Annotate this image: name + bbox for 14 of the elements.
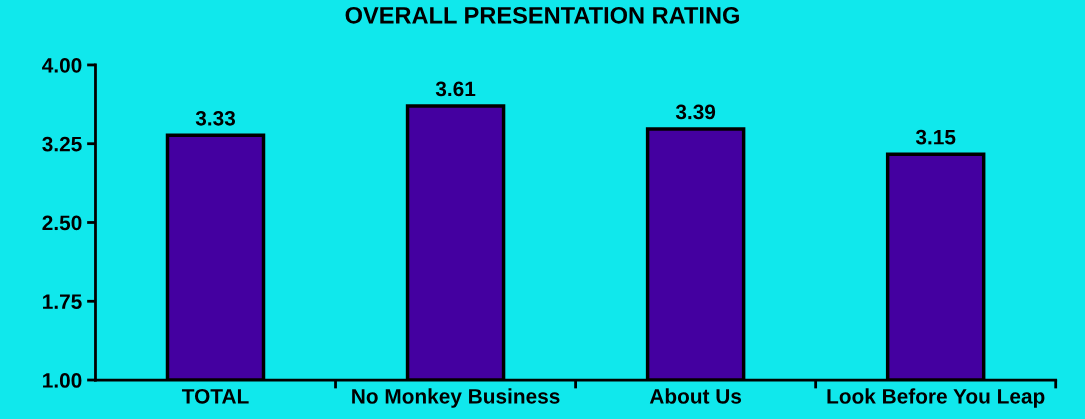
y-tick-label: 4.00 (42, 57, 82, 73)
chart-title: OVERALL PRESENTATION RATING (345, 6, 739, 24)
data-label: 3.33 (195, 110, 236, 126)
x-tick-label: About Us (649, 388, 742, 404)
x-tick-label: No Monkey Business (352, 388, 560, 408)
data-label: 3.61 (435, 81, 476, 97)
y-tick-label: 2.50 (42, 215, 82, 231)
y-tick-label: 1.75 (43, 294, 82, 310)
data-label: 3.15 (915, 129, 956, 145)
y-tick-label: 1.00 (43, 373, 82, 388)
x-tick-label: TOTAL (181, 388, 249, 404)
data-label: 3.39 (675, 104, 716, 120)
y-tick-label: 3.25 (42, 136, 82, 152)
x-tick-label: Look Before You Leap (827, 388, 1045, 408)
